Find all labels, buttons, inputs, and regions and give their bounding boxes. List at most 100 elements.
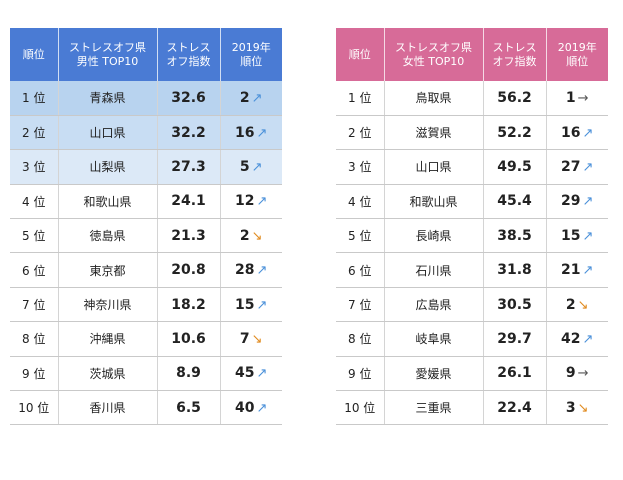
prev-rank-value: 45 — [235, 365, 255, 382]
female-header-prefecture: ストレスオフ県 女性 TOP10 — [384, 28, 484, 81]
arrow-up-right-icon: ↗ — [582, 228, 594, 244]
prev-rank-value: 12 — [235, 193, 255, 210]
prev-rank-value: 29 — [561, 193, 581, 210]
arrow-up-right-icon: ↗ — [582, 194, 594, 210]
prev-rank-value: 9 — [565, 365, 576, 382]
prefecture-cell: 和歌山県 — [384, 184, 484, 220]
prefecture-cell: 三重県 — [384, 390, 484, 426]
arrow-down-right-icon: ↘ — [251, 331, 263, 347]
table-row: 3 位山梨県 27.3 5 ↗ — [10, 149, 282, 185]
prefecture-cell: 神奈川県 — [58, 287, 158, 323]
prefecture-cell: 徳島県 — [58, 218, 158, 254]
score-cell: 8.9 — [157, 356, 221, 392]
prev-rank-value: 42 — [561, 330, 581, 347]
prefecture-cell: 沖縄県 — [58, 321, 158, 357]
prev-rank-cell: 28 ↗ — [220, 252, 282, 288]
male-header-prefecture: ストレスオフ県 男性 TOP10 — [58, 28, 158, 81]
rank-cell: 9 位 — [10, 356, 59, 392]
score-cell: 6.5 — [157, 390, 221, 426]
rank-cell: 2 位 — [336, 115, 385, 151]
male-ranking-panel: 順位 ストレスオフ県 男性 TOP10 ストレス オフ指数 2019年 順位 1 位青… — [10, 28, 282, 426]
rank-cell: 3 位 — [10, 149, 59, 185]
prev-rank-value: 40 — [235, 399, 255, 416]
prefecture-cell: 山口県 — [384, 149, 484, 185]
arrow-up-right-icon: ↗ — [582, 331, 594, 347]
arrow-up-right-icon: ↗ — [256, 400, 268, 416]
score-cell: 10.6 — [157, 321, 221, 357]
prev-rank-value: 15 — [235, 296, 255, 313]
table-row: 2 位滋賀県 52.2 16 ↗ — [336, 115, 608, 151]
prev-rank-value: 1 — [565, 89, 576, 106]
score-cell: 31.8 — [483, 252, 547, 288]
rank-cell: 1 位 — [10, 81, 59, 116]
prefecture-cell: 石川県 — [384, 252, 484, 288]
prev-rank-cell: 1 → — [546, 81, 608, 116]
prefecture-cell: 広島県 — [384, 287, 484, 323]
male-ranking-table: 順位 ストレスオフ県 男性 TOP10 ストレス オフ指数 2019年 順位 1 位青… — [10, 28, 282, 426]
prefecture-cell: 山梨県 — [58, 149, 158, 185]
rank-cell: 4 位 — [10, 184, 59, 220]
score-cell: 22.4 — [483, 390, 547, 426]
prev-rank-cell: 16 ↗ — [546, 115, 608, 151]
prev-rank-cell: 15 ↗ — [220, 287, 282, 323]
prev-rank-cell: 40 ↗ — [220, 390, 282, 426]
prev-rank-value: 3 — [565, 399, 576, 416]
prev-rank-value: 16 — [235, 124, 255, 141]
female-header-score: ストレス オフ指数 — [483, 28, 547, 81]
table-row: 4 位和歌山県 45.4 29 ↗ — [336, 184, 608, 220]
arrow-up-right-icon: ↗ — [582, 263, 594, 279]
male-header-row: 順位 ストレスオフ県 男性 TOP10 ストレス オフ指数 2019年 順位 — [10, 28, 282, 81]
arrow-up-right-icon: ↗ — [256, 125, 268, 141]
score-cell: 38.5 — [483, 218, 547, 254]
table-row: 9 位茨城県 8.9 45 ↗ — [10, 356, 282, 392]
table-row: 1 位鳥取県 56.2 1 → — [336, 81, 608, 116]
prev-rank-value: 2 — [239, 89, 250, 106]
score-cell: 32.2 — [157, 115, 221, 151]
arrow-up-right-icon: ↗ — [256, 366, 268, 382]
table-row: 5 位徳島県 21.3 2 ↘ — [10, 218, 282, 254]
prev-rank-cell: 2 ↗ — [220, 81, 282, 116]
table-row: 9 位愛媛県 26.1 9 → — [336, 356, 608, 392]
female-ranking-panel: 順位 ストレスオフ県 女性 TOP10 ストレス オフ指数 2019年 順位 1 位鳥… — [336, 28, 608, 426]
prev-rank-cell: 16 ↗ — [220, 115, 282, 151]
table-row: 2 位山口県 32.2 16 ↗ — [10, 115, 282, 151]
female-header-prev-rank: 2019年 順位 — [546, 28, 608, 81]
arrow-up-right-icon: ↗ — [256, 263, 268, 279]
prefecture-cell: 東京都 — [58, 252, 158, 288]
male-header-score: ストレス オフ指数 — [157, 28, 221, 81]
table-row: 10 位三重県 22.4 3 ↘ — [336, 390, 608, 426]
rank-cell: 8 位 — [10, 321, 59, 357]
table-row: 10 位香川県 6.5 40 ↗ — [10, 390, 282, 426]
table-row: 6 位石川県 31.8 21 ↗ — [336, 252, 608, 288]
arrow-up-right-icon: ↗ — [582, 159, 594, 175]
table-row: 3 位山口県 49.5 27 ↗ — [336, 149, 608, 185]
score-cell: 24.1 — [157, 184, 221, 220]
rank-cell: 5 位 — [10, 218, 59, 254]
prefecture-cell: 茨城県 — [58, 356, 158, 392]
score-cell: 29.7 — [483, 321, 547, 357]
rank-cell: 7 位 — [336, 287, 385, 323]
score-cell: 26.1 — [483, 356, 547, 392]
rank-cell: 2 位 — [10, 115, 59, 151]
prev-rank-cell: 7 ↘ — [220, 321, 282, 357]
prefecture-cell: 香川県 — [58, 390, 158, 426]
female-header-row: 順位 ストレスオフ県 女性 TOP10 ストレス オフ指数 2019年 順位 — [336, 28, 608, 81]
rank-cell: 7 位 — [10, 287, 59, 323]
prefecture-cell: 長崎県 — [384, 218, 484, 254]
rank-cell: 4 位 — [336, 184, 385, 220]
table-row: 7 位神奈川県 18.2 15 ↗ — [10, 287, 282, 323]
score-cell: 56.2 — [483, 81, 547, 116]
prev-rank-value: 15 — [561, 227, 581, 244]
prev-rank-cell: 21 ↗ — [546, 252, 608, 288]
rank-cell: 10 位 — [336, 390, 385, 426]
arrow-up-right-icon: ↗ — [582, 125, 594, 141]
prev-rank-cell: 12 ↗ — [220, 184, 282, 220]
prefecture-cell: 山口県 — [58, 115, 158, 151]
arrow-up-right-icon: ↗ — [256, 194, 268, 210]
rank-cell: 9 位 — [336, 356, 385, 392]
prev-rank-value: 2 — [565, 296, 576, 313]
rank-cell: 6 位 — [10, 252, 59, 288]
score-cell: 21.3 — [157, 218, 221, 254]
female-header-rank: 順位 — [336, 28, 385, 81]
rank-cell: 10 位 — [10, 390, 59, 426]
